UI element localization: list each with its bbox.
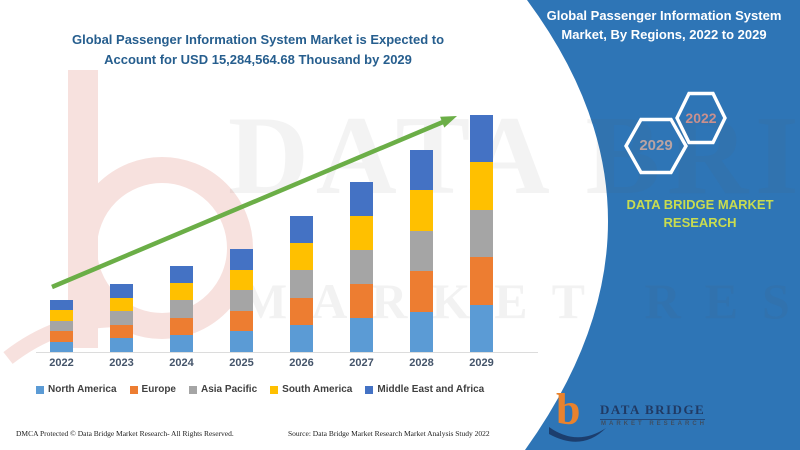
legend-label: Europe (141, 384, 176, 395)
legend-item: Asia Pacific (189, 384, 257, 395)
legend-item: Europe (129, 384, 176, 395)
brand-name-text: DATA BRIDGE MARKET RESEARCH (598, 196, 800, 232)
bar-segment (290, 297, 313, 325)
bar-segment (50, 310, 73, 321)
x-tick-label-2027: 2027 (349, 357, 374, 369)
side-panel-title-line1: Global Passenger Information System (546, 8, 782, 23)
bar-2027 (350, 182, 373, 352)
side-panel-title-line2: Market, By Regions, 2022 to 2029 (561, 27, 767, 42)
bar-2024 (170, 266, 193, 352)
footer-copyright: DMCA Protected © Data Bridge Market Rese… (16, 429, 234, 438)
bar-segment (230, 290, 253, 311)
bar-segment (50, 300, 73, 311)
legend: North America Europe Asia Pacific South Ame… (36, 384, 484, 395)
legend-item: Middle East and Africa (365, 384, 484, 395)
bar-segment (470, 209, 493, 258)
logo-subtitle: MARKET RESEARCH (601, 421, 708, 427)
chart-title-line1: Global Passenger Information System Mark… (71, 32, 445, 47)
bar-segment (470, 257, 493, 305)
bar-segment (230, 269, 253, 291)
bar-2025 (230, 249, 253, 352)
bar-segment (110, 311, 133, 325)
brand-name-line2: RESEARCH (663, 215, 737, 230)
bar-segment (110, 338, 133, 352)
bar-segment (290, 216, 313, 244)
chart-title-line2: Account for USD 15,284,564.68 Thousand b… (104, 52, 412, 67)
side-panel-title: Global Passenger Information System Mark… (532, 6, 796, 44)
legend-swatch-icon (189, 385, 197, 394)
legend-label: Asia Pacific (201, 384, 258, 395)
legend-item: North America (36, 384, 117, 395)
bar-segment (350, 216, 373, 250)
x-axis-line (36, 352, 538, 353)
bar-segment (170, 283, 193, 301)
bar-segment (290, 324, 313, 352)
bar-2028 (410, 150, 433, 352)
bar-segment (230, 310, 253, 332)
bar-segment (110, 297, 133, 312)
legend-swatch-icon (365, 385, 374, 394)
bar-segment (410, 271, 433, 312)
bar-segment (350, 318, 373, 352)
x-tick-label-2029: 2029 (469, 357, 494, 369)
brand-name-line1: DATA BRIDGE MARKET (626, 197, 774, 212)
bar-2026 (290, 216, 313, 352)
bar-segment (110, 284, 133, 298)
bar-segment (350, 182, 373, 216)
bar-segment (50, 320, 73, 332)
x-tick-label-2023: 2023 (109, 357, 134, 369)
x-tick-label-2022: 2022 (49, 357, 74, 369)
bar-segment (50, 331, 73, 342)
bar-segment (410, 150, 433, 191)
x-tick-label-2026: 2026 (289, 357, 314, 369)
legend-item: South America (270, 384, 352, 395)
footer-source: Source: Data Bridge Market Research Mark… (288, 429, 490, 438)
legend-swatch-icon (36, 385, 44, 394)
bar-segment (350, 250, 373, 284)
bar-segment (170, 266, 193, 284)
bar-2029 (470, 115, 493, 352)
bar-segment (470, 162, 493, 210)
chart-title: Global Passenger Information System Mark… (28, 30, 488, 70)
x-tick-label-2028: 2028 (409, 357, 434, 369)
bar-segment (470, 304, 493, 352)
bar-segment (170, 317, 193, 335)
legend-label: North America (48, 384, 117, 395)
bar-segment (350, 284, 373, 318)
bar-segment (290, 243, 313, 271)
bar-segment (230, 331, 253, 352)
watermark-text-line2: MARKET RESEARCH (240, 273, 800, 329)
bar-segment (230, 249, 253, 270)
logo-b-glyph: b (556, 385, 581, 434)
bar-segment (410, 311, 433, 352)
logo-wordmark: DATA BRIDGE (600, 402, 706, 420)
bar-segment (410, 230, 433, 272)
legend-swatch-icon (270, 385, 279, 394)
bar-2023 (110, 284, 133, 352)
bar-segment (170, 300, 193, 318)
bar-segment (50, 341, 73, 352)
legend-label: South America (282, 384, 353, 395)
bar-2022 (50, 300, 73, 352)
bar-segment (470, 115, 493, 163)
legend-swatch-icon (129, 385, 138, 394)
x-tick-label-2024: 2024 (169, 357, 194, 369)
badge-year-2029: 2029 (639, 137, 673, 154)
bar-segment (110, 324, 133, 339)
legend-label: Middle East and Africa (377, 384, 485, 395)
x-tick-label-2025: 2025 (229, 357, 254, 369)
bar-segment (290, 270, 313, 298)
bar-segment (170, 334, 193, 352)
bar-segment (410, 190, 433, 231)
badge-year-2022: 2022 (685, 110, 717, 126)
